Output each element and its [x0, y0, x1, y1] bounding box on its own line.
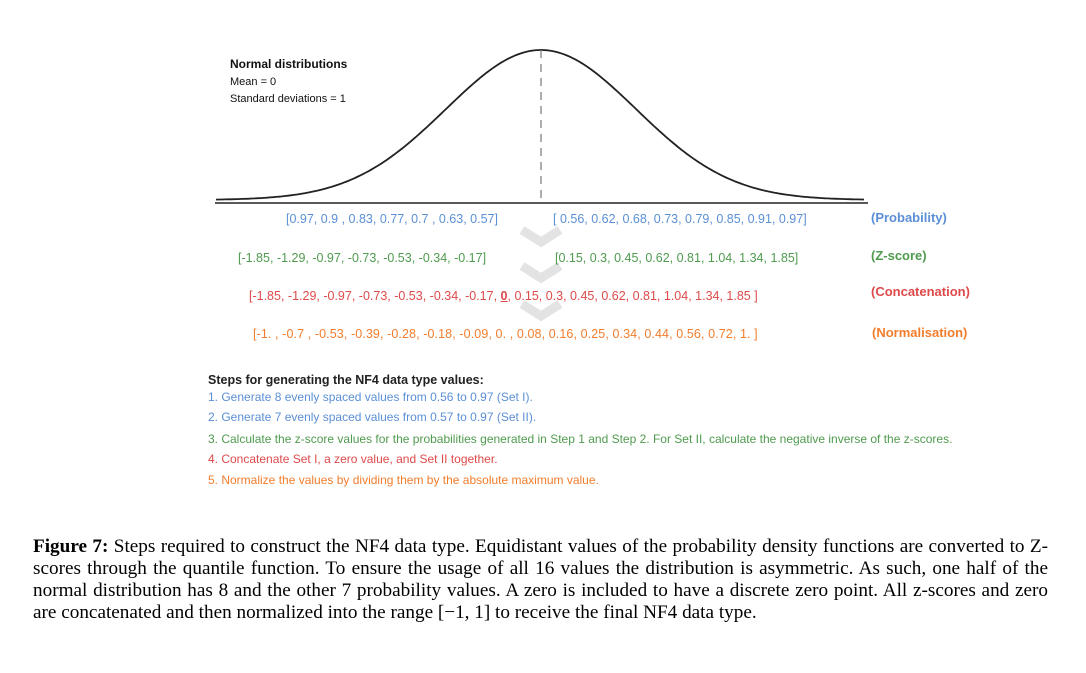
step-1: 1. Generate 8 evenly spaced values from …: [208, 390, 533, 404]
probability-left-values: [0.97, 0.9 , 0.83, 0.77, 0.7 , 0.63, 0.5…: [286, 212, 498, 226]
probability-right-values: [ 0.56, 0.62, 0.68, 0.73, 0.79, 0.85, 0.…: [553, 212, 807, 226]
concat-after: , 0.15, 0.3, 0.45, 0.62, 0.81, 1.04, 1.3…: [507, 289, 758, 303]
normalisation-tag: (Normalisation): [872, 325, 968, 340]
caption-label: Figure 7:: [33, 536, 109, 557]
steps-list: Steps for generating the NF4 data type v…: [208, 372, 988, 488]
concatenation-tag: (Concatenation): [871, 284, 970, 299]
step-3: 3. Calculate the z-score values for the …: [208, 432, 953, 446]
zscore-left-values: [-1.85, -1.29, -0.97, -0.73, -0.53, -0.3…: [238, 251, 487, 265]
figure-caption: Figure 7: Steps required to construct th…: [33, 536, 1048, 624]
concat-before: [-1.85, -1.29, -0.97, -0.73, -0.53, -0.3…: [249, 289, 498, 303]
step-2: 2. Generate 7 evenly spaced values from …: [208, 410, 537, 424]
zscore-tag: (Z-score): [871, 248, 927, 263]
step-4: 4. Concatenate Set I, a zero value, and …: [208, 452, 498, 466]
probability-tag: (Probability): [871, 210, 947, 225]
normal-curve: [215, 49, 864, 201]
concat-zero: 0: [500, 289, 508, 303]
legend-title: Normal distributions: [230, 57, 348, 71]
legend-mean: Mean = 0: [230, 76, 276, 88]
steps-title: Steps for generating the NF4 data type v…: [208, 373, 484, 387]
legend-std: Standard deviations = 1: [230, 93, 346, 105]
caption-text: Steps required to construct the NF4 data…: [33, 536, 1048, 623]
concatenation-values: [-1.85, -1.29, -0.97, -0.73, -0.53, -0.3…: [249, 288, 758, 304]
chevron-down-icon: [519, 262, 563, 284]
chevron-down-icon: [519, 300, 563, 322]
normalisation-values: [-1. , -0.7 , -0.53, -0.39, -0.28, -0.18…: [253, 327, 758, 341]
step-5: 5. Normalize the values by dividing them…: [208, 473, 599, 487]
chevron-down-icon: [519, 226, 563, 248]
zscore-right-values: [0.15, 0.3, 0.45, 0.62, 0.81, 1.04, 1.34…: [555, 251, 799, 265]
